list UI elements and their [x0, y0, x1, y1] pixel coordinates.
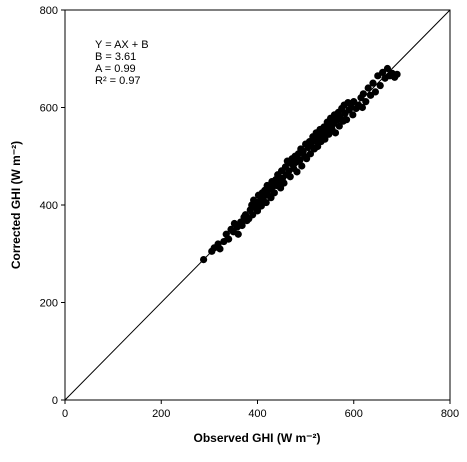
point	[238, 221, 246, 230]
point	[331, 129, 340, 137]
y-tick-label: 0	[52, 395, 58, 407]
point	[216, 245, 224, 253]
point	[293, 168, 301, 176]
point	[298, 162, 306, 170]
point	[262, 198, 270, 207]
point	[342, 116, 351, 124]
x-tick-label: 800	[441, 408, 459, 420]
point	[249, 211, 257, 219]
annotation: A = 0.99	[95, 63, 136, 75]
y-tick-label: 200	[40, 298, 58, 310]
point	[296, 156, 304, 164]
point	[306, 150, 315, 158]
point	[321, 135, 329, 143]
y-tick-label: 400	[40, 200, 58, 212]
point	[270, 189, 278, 197]
point	[376, 81, 384, 90]
y-axis-label: Corrected GHI (W m⁻²)	[9, 141, 23, 269]
x-tick-label: 600	[345, 408, 363, 420]
x-tick-label: 400	[248, 408, 266, 420]
point	[253, 207, 262, 215]
annotation: Y = AX + B	[95, 39, 149, 51]
point	[280, 179, 288, 187]
point	[369, 79, 377, 87]
point	[371, 88, 380, 96]
point	[364, 84, 372, 92]
x-axis-label: Observed GHI (W m⁻²)	[193, 431, 320, 445]
point	[234, 230, 242, 238]
point	[302, 155, 311, 163]
point	[349, 111, 357, 119]
point	[383, 64, 392, 73]
point	[359, 90, 367, 98]
annotation: B = 3.61	[95, 51, 136, 63]
point	[358, 103, 367, 112]
point	[225, 235, 233, 243]
y-tick-label: 600	[40, 103, 58, 115]
point	[362, 98, 370, 106]
point	[286, 173, 294, 181]
x-tick-label: 200	[152, 408, 170, 420]
point	[200, 256, 208, 264]
point	[335, 122, 343, 130]
y-tick-label: 800	[40, 5, 58, 17]
point	[393, 70, 401, 78]
point	[379, 68, 387, 76]
x-tick-label: 0	[62, 408, 68, 420]
annotation: R² = 0.97	[95, 75, 141, 87]
